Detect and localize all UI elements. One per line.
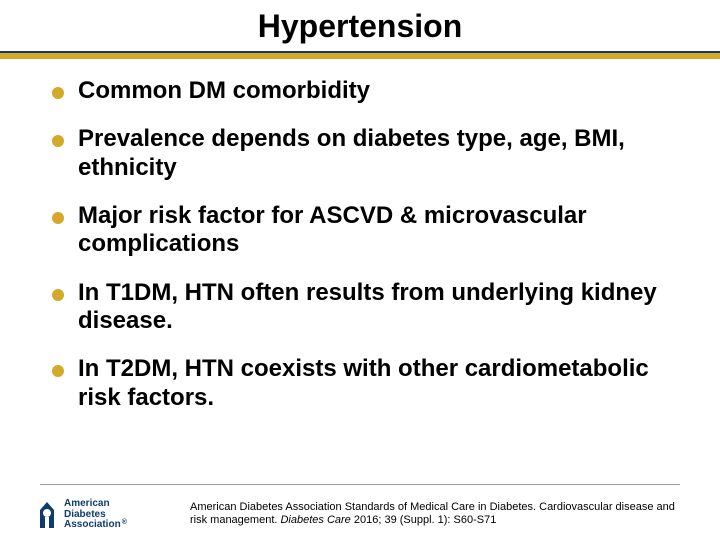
bullet-item: Common DM comorbidity [52,77,680,105]
title-region: Hypertension [0,0,720,45]
footer-rule [40,484,680,485]
bullet-text: Common DM comorbidity [78,77,370,104]
logo-text: American Diabetes Association® [64,499,126,530]
bullet-text: Major risk factor for ASCVD & microvascu… [78,202,587,257]
bullet-text: In T2DM, HTN coexists with other cardiom… [78,355,649,410]
bullet-item: Prevalence depends on diabetes type, age… [52,125,680,182]
slide-title: Hypertension [0,8,720,45]
bullet-item: In T1DM, HTN often results from underlyi… [52,279,680,336]
logo-line-3: Association® [64,520,126,530]
bullet-text: In T1DM, HTN often results from underlyi… [78,279,657,334]
citation-suffix: 2016; 39 (Suppl. 1): S60-S71 [351,514,497,526]
bullet-item: In T2DM, HTN coexists with other cardiom… [52,355,680,412]
title-divider [0,51,720,59]
citation-text: American Diabetes Association Standards … [190,501,676,529]
slide: { "title": { "text": "Hypertension", "fo… [0,0,720,540]
bullet-dot-icon [52,289,64,301]
bullet-text: Prevalence depends on diabetes type, age… [78,125,625,180]
bullet-dot-icon [52,365,64,377]
body-region: Common DM comorbidity Prevalence depends … [0,59,720,412]
bullet-dot-icon [52,212,64,224]
bullet-dot-icon [52,135,64,147]
ada-logo: American Diabetes Association® [36,499,126,530]
bullet-list: Common DM comorbidity Prevalence depends … [52,77,680,412]
logo-mark-icon [36,500,58,530]
divider-svg [0,51,720,59]
citation-italic: Diabetes Care [280,514,350,526]
bullet-dot-icon [52,87,64,99]
footer: American Diabetes Association® American … [0,484,720,540]
bullet-item: Major risk factor for ASCVD & microvascu… [52,202,680,259]
